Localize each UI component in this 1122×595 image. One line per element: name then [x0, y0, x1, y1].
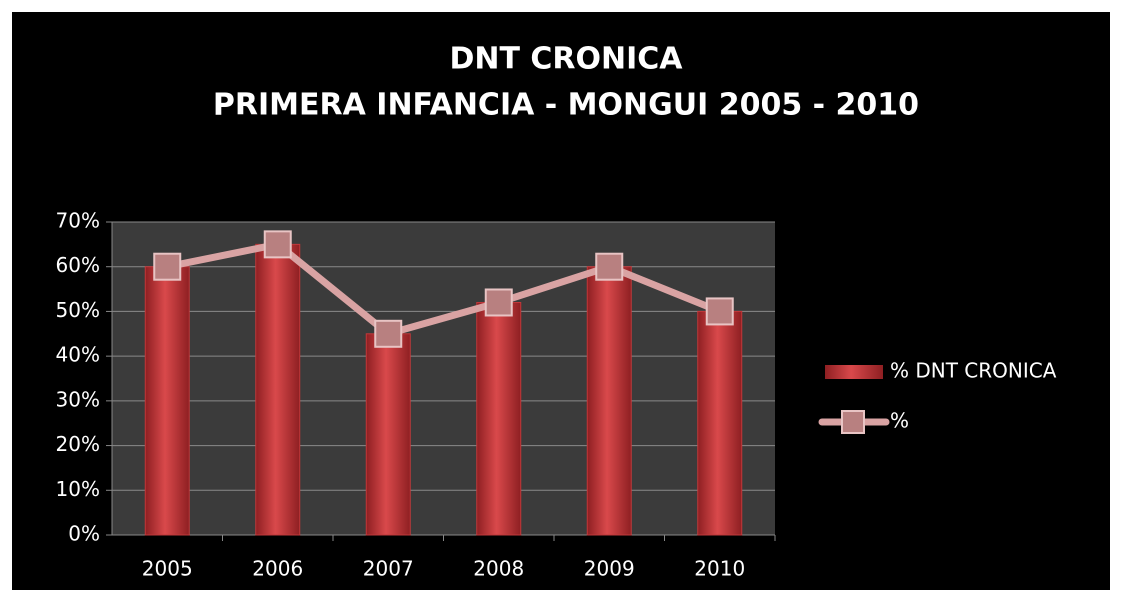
legend-marker [841, 410, 865, 434]
line-marker [484, 288, 513, 317]
bar [697, 310, 743, 536]
bar [255, 243, 301, 536]
line-marker [595, 252, 624, 281]
bar [144, 266, 190, 536]
x-tick-label: 2007 [363, 557, 414, 581]
x-tick-label: 2005 [142, 557, 193, 581]
chart-subtitle: PRIMERA INFANCIA - MONGUI 2005 - 2010 [213, 88, 919, 123]
line-marker [153, 252, 182, 281]
line-marker [263, 230, 292, 259]
y-tick-label: 0% [68, 522, 100, 546]
y-tick-label: 60% [56, 253, 100, 277]
line-marker [374, 319, 403, 348]
x-tick-label: 2010 [694, 557, 745, 581]
line-marker [705, 297, 734, 326]
bar [586, 266, 632, 536]
y-tick-label: 40% [56, 343, 100, 367]
x-tick-label: 2006 [252, 557, 303, 581]
x-tick-label: 2008 [473, 557, 524, 581]
y-tick-label: 50% [56, 298, 100, 322]
legend-swatch [825, 365, 883, 379]
y-tick-label: 70% [56, 209, 100, 233]
y-tick-label: 10% [56, 477, 100, 501]
bar [476, 301, 522, 536]
line [166, 240, 722, 338]
x-tick-label: 2009 [584, 557, 635, 581]
bar [365, 333, 411, 536]
y-tick-label: 20% [56, 432, 100, 456]
legend-label: % [890, 409, 909, 433]
plot-area [112, 222, 775, 535]
chart-title: DNT CRONICA [449, 42, 683, 77]
legend-label: % DNT CRONICA [890, 359, 1057, 383]
y-tick-label: 30% [56, 387, 100, 411]
